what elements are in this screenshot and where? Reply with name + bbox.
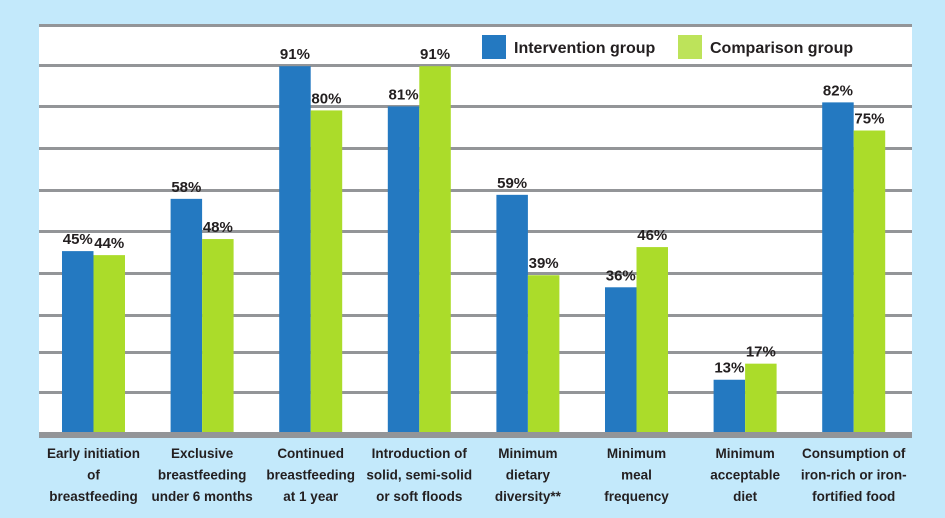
gridline bbox=[39, 391, 912, 394]
gridlines bbox=[39, 24, 912, 394]
category-label: Minimum meal frequency bbox=[604, 446, 669, 504]
legend-label-comparison: Comparison group bbox=[710, 40, 853, 57]
data-label: 82% bbox=[823, 82, 853, 99]
data-label: 80% bbox=[311, 90, 341, 107]
data-label: 48% bbox=[203, 219, 233, 236]
data-label: 17% bbox=[746, 344, 776, 361]
data-label: 44% bbox=[94, 235, 124, 252]
bar-intervention bbox=[62, 251, 94, 432]
gridline bbox=[39, 147, 912, 150]
bar-intervention bbox=[713, 379, 746, 432]
gridline bbox=[39, 351, 912, 354]
gridline bbox=[39, 64, 912, 67]
category-label: Minimum dietary diversity** bbox=[495, 446, 562, 504]
category-label: Continued breastfeeding at 1 year bbox=[266, 446, 355, 504]
data-label: 46% bbox=[637, 227, 667, 244]
category-label: Introduction of solid, semi-solid or soft … bbox=[366, 446, 472, 504]
value-labels: 45% 44% 58% 48% 91% 80% 81% 91% 59% 39% 36% 46% 13%1… bbox=[63, 46, 885, 377]
gridline bbox=[39, 189, 912, 192]
category-label: Exclusive breastfeeding under 6 months bbox=[151, 446, 252, 504]
bar-intervention bbox=[387, 106, 420, 432]
category-label: Early initiation of breastfeeding bbox=[47, 446, 140, 504]
legend: Intervention group Comparison group bbox=[482, 35, 853, 59]
data-label: 39% bbox=[529, 255, 559, 272]
data-label: 58% bbox=[171, 179, 201, 196]
gridline bbox=[39, 105, 912, 108]
bar-comparison bbox=[853, 130, 886, 433]
legend-label-intervention: Intervention group bbox=[514, 40, 656, 57]
bar-intervention bbox=[822, 102, 854, 433]
gridline bbox=[39, 230, 912, 233]
bar-comparison bbox=[202, 239, 234, 432]
data-label: 81% bbox=[389, 86, 419, 103]
gridline bbox=[39, 314, 912, 317]
category-label: Consumption of iron-rich or iron-fortifie… bbox=[801, 446, 907, 504]
plot-top-border bbox=[39, 24, 912, 27]
bar-intervention bbox=[605, 287, 637, 432]
category-labels: Early initiation of breastfeedingExclusive… bbox=[47, 446, 907, 504]
gridline bbox=[39, 272, 912, 275]
data-label: 59% bbox=[497, 175, 527, 192]
bar-intervention bbox=[279, 66, 311, 432]
bar-comparison bbox=[93, 255, 125, 432]
bar-comparison bbox=[636, 247, 668, 432]
data-label: 75% bbox=[854, 111, 884, 128]
bar-comparison bbox=[310, 110, 343, 433]
legend-swatch-intervention bbox=[482, 35, 506, 59]
x-axis-baseline bbox=[39, 432, 912, 438]
bar-intervention bbox=[170, 198, 203, 432]
bar-comparison bbox=[745, 363, 777, 432]
bars bbox=[39, 66, 912, 438]
bar-intervention bbox=[496, 194, 528, 432]
data-label: 45% bbox=[63, 231, 93, 248]
category-label: Minimum acceptable diet bbox=[710, 446, 780, 504]
data-label: 13% bbox=[714, 360, 744, 377]
legend-swatch-comparison bbox=[678, 35, 702, 59]
data-label: 91% bbox=[280, 46, 310, 63]
data-label: 36% bbox=[606, 267, 636, 284]
data-label: 91% bbox=[420, 46, 450, 63]
bar-comparison bbox=[419, 66, 451, 432]
bar-comparison bbox=[527, 275, 560, 432]
